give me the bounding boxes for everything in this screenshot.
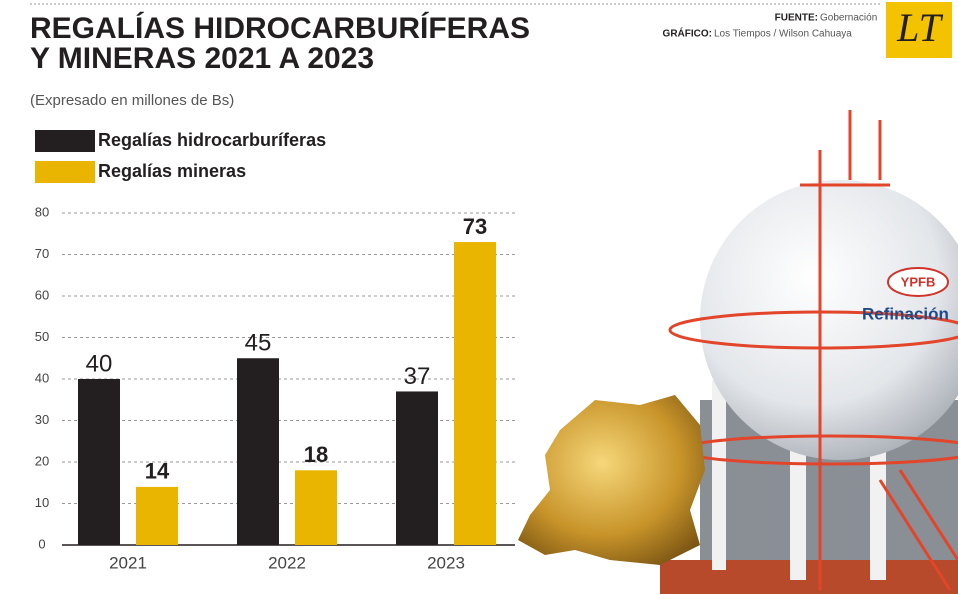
y-tick-label: 0 — [38, 536, 45, 551]
source-label: FUENTE: — [775, 13, 818, 24]
y-tick-label: 70 — [35, 246, 49, 261]
tank-label: Refinación — [862, 304, 949, 323]
legend-swatch — [35, 161, 95, 183]
x-tick-label: 2021 — [109, 553, 147, 572]
y-tick-label: 10 — [35, 495, 49, 510]
page: {"chart_data": {"type": "bar", "title": … — [0, 0, 958, 594]
tank-illustration — [660, 110, 958, 594]
bar — [237, 358, 279, 545]
y-tick-label: 30 — [35, 412, 49, 427]
value-label: 18 — [304, 442, 328, 467]
bar — [396, 391, 438, 545]
subtitle: (Expresado en millones de Bs) — [30, 92, 234, 109]
y-tick-label: 80 — [35, 204, 49, 219]
tank-brand: YPFB — [901, 274, 936, 289]
x-tick-label: 2023 — [427, 553, 465, 572]
bar — [136, 487, 178, 545]
legend-label: Regalías hidrocarburíferas — [98, 130, 326, 150]
value-label: 73 — [463, 214, 487, 239]
credit-label: GRÁFICO: — [663, 27, 712, 40]
y-tick-label: 60 — [35, 287, 49, 302]
value-label: 40 — [86, 350, 113, 377]
value-label: 45 — [245, 330, 272, 357]
legend-label: Regalías mineras — [98, 161, 246, 181]
infographic: YPFB Refinación REGALÍAS HIDROCARBURÍFER… — [0, 0, 958, 594]
logo: LT — [896, 5, 943, 50]
bar — [295, 470, 337, 545]
plot: 0 10 20 30 40 50 60 70 80 Regalías hidrocarburífe… — [35, 130, 515, 573]
y-tick-label: 20 — [35, 453, 49, 468]
y-tick-label: 40 — [35, 370, 49, 385]
bar — [454, 242, 496, 545]
title-line: REGALÍAS HIDROCARBURÍFERAS — [30, 11, 530, 45]
value-label: 37 — [404, 363, 431, 390]
y-tick-label: 50 — [35, 329, 49, 344]
bar — [78, 379, 120, 545]
value-label: 14 — [145, 459, 170, 484]
legend-swatch — [35, 130, 95, 152]
title-line: Y MINERAS 2021 A 2023 — [30, 42, 374, 75]
credit: Los Tiempos / Wilson Cahuaya — [714, 29, 852, 40]
source: Gobernación — [820, 13, 877, 24]
gold-nugget — [518, 395, 705, 565]
x-tick-label: 2022 — [268, 553, 306, 572]
